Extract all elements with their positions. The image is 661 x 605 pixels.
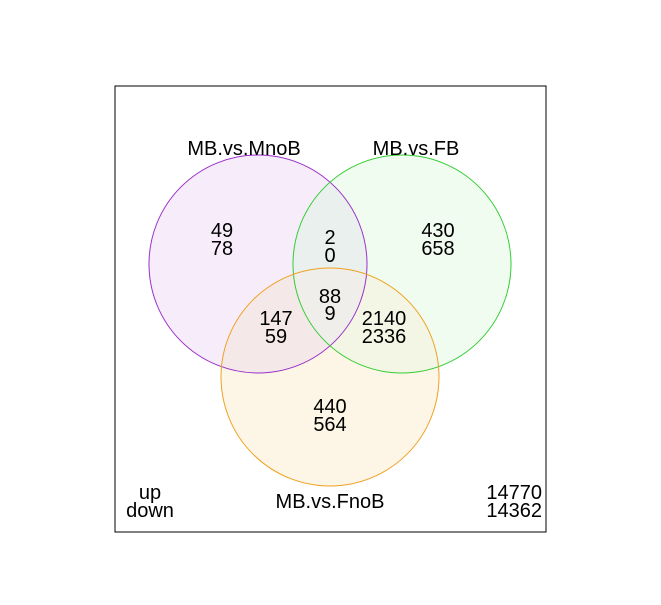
- a-only-up-count: 49: [211, 220, 233, 242]
- outside-down-count: 14362: [486, 500, 542, 522]
- b-only-down-count: 658: [421, 238, 454, 260]
- bc-up-count: 2140: [362, 308, 407, 330]
- ab-down-count: 0: [324, 245, 335, 267]
- set-c-outline: [220, 267, 440, 487]
- set-c-label: MB.vs.FnoB: [276, 491, 385, 513]
- c-only-down-count: 564: [313, 414, 346, 436]
- ac-up-count: 147: [259, 308, 292, 330]
- outside-up-count: 14770: [486, 482, 542, 504]
- set-a-outline: [148, 154, 368, 374]
- abc-down-count: 9: [324, 303, 335, 325]
- ab-up-count: 2: [324, 227, 335, 249]
- abc-up-count: 88: [319, 286, 341, 308]
- legend-up-label: up: [139, 482, 161, 504]
- set-b-outline: [292, 154, 512, 374]
- ac-down-count: 59: [265, 326, 287, 348]
- overlap-bc-fill: [293, 268, 439, 373]
- set-a-label: MB.vs.MnoB: [187, 138, 300, 160]
- bc-down-count: 2336: [362, 326, 407, 348]
- legend-down-label: down: [126, 500, 174, 522]
- c-only-up-count: 440: [313, 396, 346, 418]
- overlap-ac-fill: [221, 268, 367, 373]
- a-only-down-count: 78: [211, 238, 233, 260]
- b-only-up-count: 430: [421, 220, 454, 242]
- set-b-label: MB.vs.FB: [373, 138, 460, 160]
